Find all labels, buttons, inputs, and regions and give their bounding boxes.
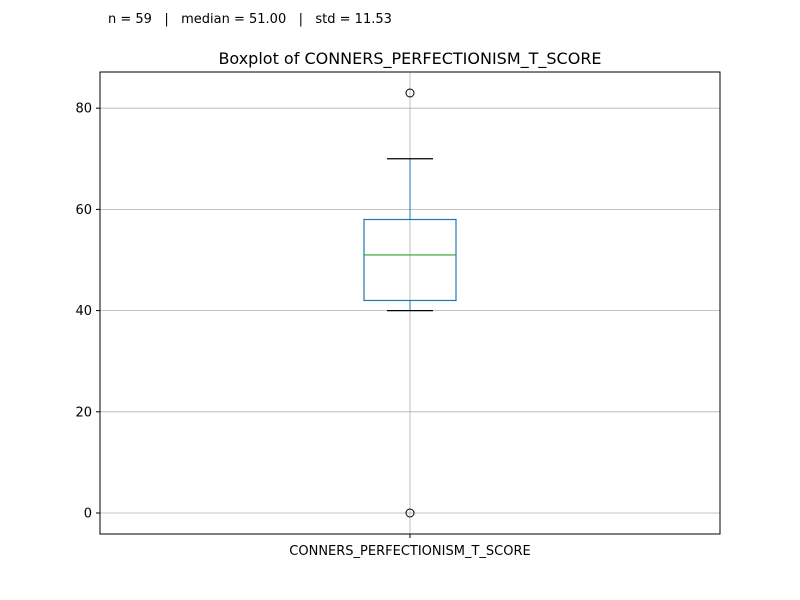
y-tick-label: 0 bbox=[84, 507, 92, 522]
outlier-point bbox=[405, 88, 415, 98]
axes: 0 20 40 60 80 CONNERS_PERFECTIONISM_T_SCORE bbox=[75, 102, 530, 559]
outlier-point bbox=[405, 508, 415, 518]
box-plot-elements bbox=[363, 88, 457, 518]
summary-stats-line: n = 59 | median = 51.00 | std = 11.53 bbox=[108, 12, 392, 27]
interquartile-box bbox=[363, 218, 457, 302]
y-tick-label: 60 bbox=[75, 203, 92, 218]
chart-title: Boxplot of CONNERS_PERFECTIONISM_T_SCORE bbox=[218, 49, 601, 69]
y-tick-label: 80 bbox=[75, 102, 92, 117]
y-tick-label: 40 bbox=[75, 304, 92, 319]
y-tick-label: 20 bbox=[75, 405, 92, 420]
x-tick-label: CONNERS_PERFECTIONISM_T_SCORE bbox=[289, 544, 530, 559]
